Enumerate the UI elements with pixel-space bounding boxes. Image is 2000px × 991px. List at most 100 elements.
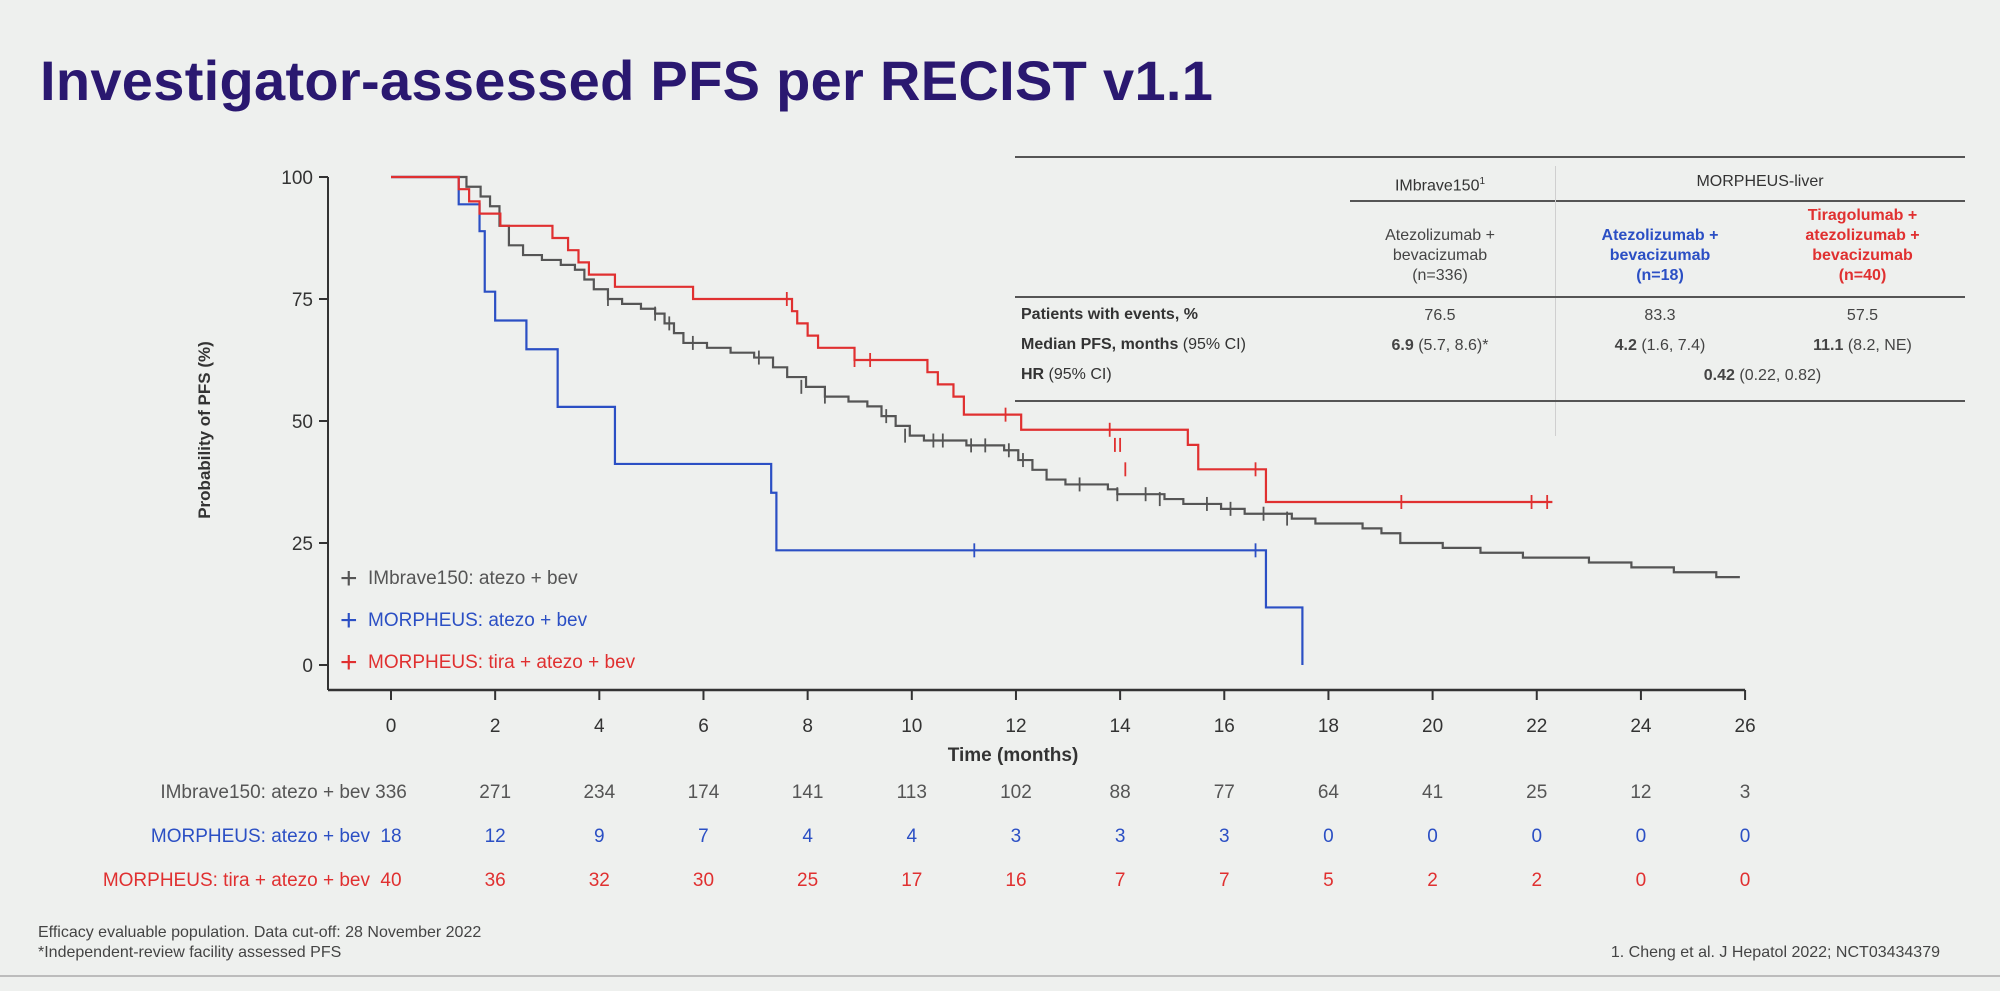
km-curve-morpheus-tab xyxy=(391,175,1553,504)
events-morpheus-tab: 57.5 xyxy=(1846,307,1879,324)
column-header-morpheus-ab: Atezolizumab + bevacizumab (n=18) xyxy=(1601,227,1719,284)
risk-value: 271 xyxy=(479,782,512,803)
risk-value: 88 xyxy=(1109,782,1131,803)
risk-value: 113 xyxy=(896,782,927,803)
x-tick-label: 18 xyxy=(1318,716,1339,737)
risk-value: 174 xyxy=(687,782,720,803)
y-tick-label: 25 xyxy=(292,534,313,555)
risk-value: 234 xyxy=(583,782,616,803)
legend-item-morpheus-tab: + MORPHEUS: tira + atezo + bev xyxy=(340,642,635,684)
risk-value: 25 xyxy=(1526,782,1548,803)
risk-value: 3 xyxy=(1010,826,1022,847)
risk-value: 7 xyxy=(1218,870,1230,891)
risk-value: 0 xyxy=(1739,870,1751,891)
risk-value: 4 xyxy=(906,826,918,847)
risk-value: 0 xyxy=(1531,826,1543,847)
x-tick-label: 26 xyxy=(1735,716,1756,737)
slide-title: Investigator-assessed PFS per RECIST v1.… xyxy=(40,49,1214,112)
median-imbrave: 6.9 (5.7, 8.6)* xyxy=(1391,337,1489,354)
risk-value: 25 xyxy=(797,870,819,891)
legend-item-morpheus-ab: + MORPHEUS: atezo + bev xyxy=(340,600,635,642)
risk-row: IMbrave150: atezo + bev 336 271 234 174 141 11… xyxy=(0,782,2000,812)
risk-value: 17 xyxy=(901,870,923,891)
x-tick-label: 4 xyxy=(594,716,605,737)
risk-row: MORPHEUS: atezo + bev 18 12 9 7 4 4 3 3 3 0 0 0 0 0 xyxy=(0,826,2000,856)
x-tick-label: 2 xyxy=(490,716,501,737)
risk-value: 41 xyxy=(1422,782,1444,803)
risk-value: 77 xyxy=(1213,782,1235,803)
y-tick-label: 50 xyxy=(292,412,313,433)
x-axis-label: Time (months) xyxy=(947,745,1079,766)
risk-value: 64 xyxy=(1317,782,1340,803)
risk-row-label: MORPHEUS: atezo + bev xyxy=(150,826,370,847)
hazard-ratio: 0.42 (0.22, 0.82) xyxy=(1703,367,1822,384)
group-header-morpheus: MORPHEUS-liver xyxy=(1696,173,1824,190)
footnote-population: Efficacy evaluable population. Data cut-… xyxy=(38,924,482,941)
censor-mark-icon: + xyxy=(340,646,358,679)
risk-row-label: IMbrave150: atezo + bev xyxy=(160,782,370,803)
risk-value: 0 xyxy=(1739,826,1751,847)
x-tick-label: 20 xyxy=(1422,716,1443,737)
risk-value: 0 xyxy=(1635,826,1647,847)
risk-value: 3 xyxy=(1218,826,1230,847)
x-tick-label: 14 xyxy=(1110,716,1132,737)
risk-value: 7 xyxy=(1114,870,1126,891)
x-tick-label: 0 xyxy=(386,716,397,737)
x-tick-label: 16 xyxy=(1214,716,1235,737)
events-imbrave: 76.5 xyxy=(1424,307,1456,324)
legend-label: IMbrave150: atezo + bev xyxy=(368,568,578,589)
risk-value: 141 xyxy=(791,782,824,803)
x-tick-label: 10 xyxy=(901,716,922,737)
risk-value: 7 xyxy=(698,826,709,847)
row-label-hr: HR (95% CI) xyxy=(1021,366,1112,383)
censor-mark-icon: + xyxy=(340,604,358,637)
risk-value: 0 xyxy=(1323,826,1334,847)
column-header-imbrave: Atezolizumab + bevacizumab (n=336) xyxy=(1385,227,1495,284)
row-label-median-pfs: Median PFS, months (95% CI) xyxy=(1021,336,1246,353)
risk-value: 0 xyxy=(1635,870,1647,891)
risk-row: MORPHEUS: tira + atezo + bev 40 36 32 30 25 17… xyxy=(0,870,2000,900)
column-header-morpheus-tab: Tiragolumab + atezolizumab + bevacizumab (n… xyxy=(1805,207,1920,284)
footnote-irf: *Independent-review facility assessed PF… xyxy=(38,944,342,961)
risk-value: 3 xyxy=(1114,826,1126,847)
x-tick-label: 6 xyxy=(698,716,709,737)
risk-value: 2 xyxy=(1427,870,1438,891)
km-curve-imbrave xyxy=(391,175,1740,579)
legend: + IMbrave150: atezo + bev + MORPHEUS: at… xyxy=(340,558,635,684)
legend-item-imbrave: + IMbrave150: atezo + bev xyxy=(340,558,635,600)
footer-divider xyxy=(0,975,2000,977)
median-morpheus-ab: 4.2 (1.6, 7.4) xyxy=(1614,337,1706,354)
censor-mark-icon: + xyxy=(340,562,358,595)
legend-label: MORPHEUS: tira + atezo + bev xyxy=(368,652,636,673)
group-header-imbrave: IMbrave1501 xyxy=(1394,176,1486,195)
y-tick-label: 0 xyxy=(302,656,313,677)
risk-value: 18 xyxy=(380,826,402,847)
x-tick-label: 22 xyxy=(1526,716,1547,737)
risk-value: 5 xyxy=(1323,870,1334,891)
risk-value: 102 xyxy=(1000,782,1032,803)
y-tick-label: 100 xyxy=(281,168,313,189)
risk-value: 4 xyxy=(802,826,813,847)
risk-value: 2 xyxy=(1531,870,1543,891)
risk-value: 336 xyxy=(375,782,407,803)
x-tick-label: 24 xyxy=(1630,716,1652,737)
risk-value: 12 xyxy=(1630,782,1652,803)
risk-value: 9 xyxy=(594,826,605,847)
y-axis-label: Probability of PFS (%) xyxy=(195,341,214,519)
row-label-events: Patients with events, % xyxy=(1021,306,1198,323)
km-curve-morpheus-ab xyxy=(391,175,1304,665)
risk-value: 40 xyxy=(380,870,402,891)
risk-value: 3 xyxy=(1739,782,1751,803)
x-tick-label: 8 xyxy=(802,716,813,737)
x-tick-label: 12 xyxy=(1005,716,1026,737)
risk-value: 32 xyxy=(588,870,610,891)
median-morpheus-tab: 11.1 (8.2, NE) xyxy=(1813,337,1912,354)
legend-label: MORPHEUS: atezo + bev xyxy=(368,610,588,631)
risk-row-label: MORPHEUS: tira + atezo + bev xyxy=(102,870,370,891)
risk-value: 12 xyxy=(484,826,506,847)
reference: 1. Cheng et al. J Hepatol 2022; NCT03434… xyxy=(1610,944,1940,961)
risk-value: 36 xyxy=(484,870,506,891)
risk-value: 30 xyxy=(692,870,715,891)
events-morpheus-ab: 83.3 xyxy=(1644,307,1676,324)
